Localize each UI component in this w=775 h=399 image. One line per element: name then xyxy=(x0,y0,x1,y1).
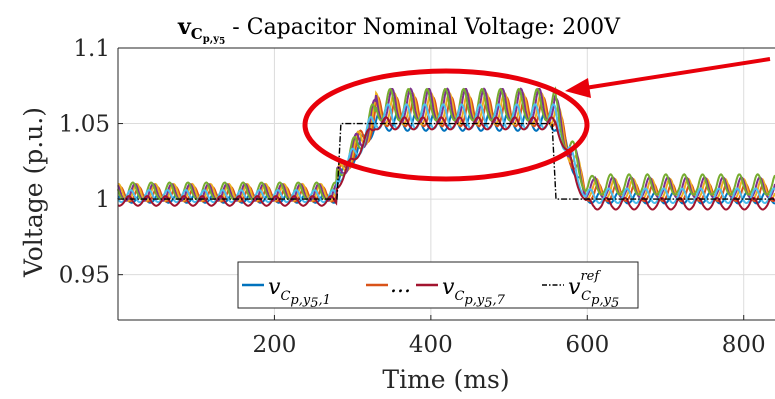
annotation-ellipse xyxy=(302,68,590,182)
x-axis-label: Time (ms) xyxy=(382,365,509,394)
y-tick-label: 0.95 xyxy=(59,263,110,289)
x-tick-label: 800 xyxy=(722,332,766,358)
title-subsub: p,y xyxy=(203,34,220,45)
series-line-5 xyxy=(117,86,775,201)
y-axis-label: Voltage (p.u.) xyxy=(19,107,48,278)
series-line-6 xyxy=(117,103,775,205)
legend-entry-2-label: vCp,y5,7 xyxy=(442,275,506,311)
legend-ellipsis: ... xyxy=(390,273,411,298)
x-tick-label: 600 xyxy=(565,332,609,358)
y-tick-label: 1.1 xyxy=(73,36,110,62)
legend-entry-3-label: vref Cp,y5 xyxy=(568,269,619,311)
legend: vCp,y5,1... vCp,y5,7 vref Cp,y5 xyxy=(237,261,639,311)
annotation-arrow-shaft xyxy=(584,57,771,90)
chart-title: vCp,y5 - Capacitor Nominal Voltage: 200V xyxy=(177,14,621,47)
legend-entry-1-label: vCp,y5,1 xyxy=(268,275,331,311)
title-subsubsub: 5 xyxy=(219,37,225,47)
x-tick-label: 200 xyxy=(252,332,296,358)
title-v: v xyxy=(177,14,192,40)
y-tick-label: 1 xyxy=(95,187,110,213)
title-rest: - Capacitor Nominal Voltage: 200V xyxy=(225,15,621,40)
series-line-7 xyxy=(117,116,775,211)
title-sub: C xyxy=(191,25,203,43)
y-tick-label: 1.05 xyxy=(59,112,110,138)
annotation-arrowhead xyxy=(565,78,591,98)
x-tick-label: 400 xyxy=(409,332,453,358)
reference-line xyxy=(118,122,775,200)
